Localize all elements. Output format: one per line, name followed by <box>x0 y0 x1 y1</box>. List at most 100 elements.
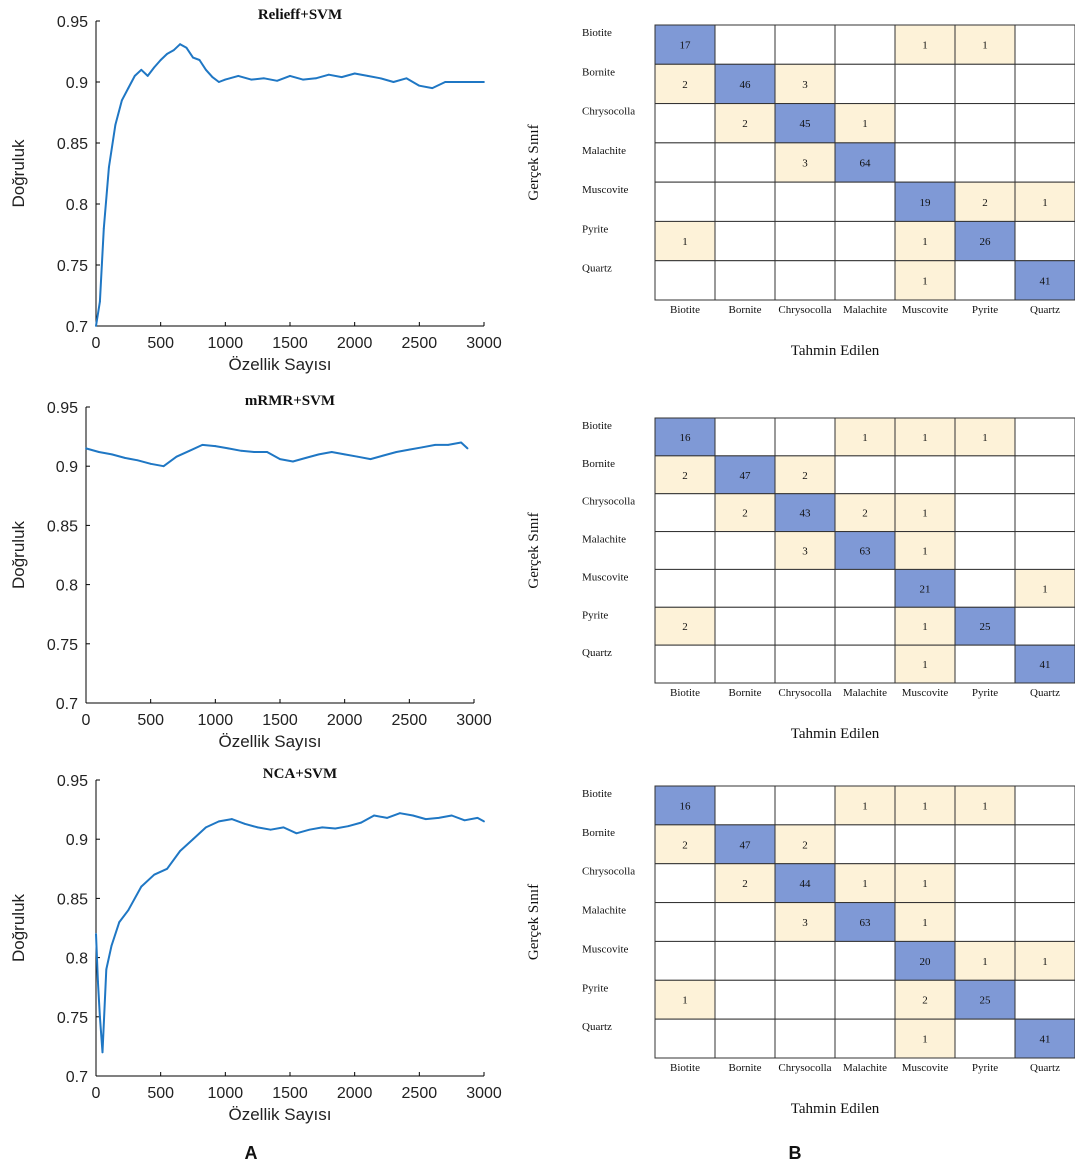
matrix-cell <box>774 902 836 942</box>
cell-value: 17 <box>680 40 692 52</box>
data-point <box>149 462 152 465</box>
data-point <box>330 451 333 453</box>
data-point <box>282 826 285 829</box>
data-point <box>457 81 460 83</box>
cell-value: 21 <box>920 583 931 595</box>
matrix-cell <box>954 644 1016 684</box>
cell-value: 2 <box>802 470 808 482</box>
column-label: Malachite <box>843 304 887 316</box>
cell-value: 1 <box>922 275 928 287</box>
matrix-cell <box>834 863 896 904</box>
x-axis-label: Tahmin Edilen <box>791 343 880 359</box>
matrix-cell <box>954 979 1016 1020</box>
cell-value: 1 <box>862 878 868 890</box>
matrix-cell <box>774 644 836 684</box>
cell-value: 1 <box>982 800 988 812</box>
row-label: Malachite <box>582 534 626 546</box>
data-point <box>227 447 230 450</box>
matrix-cell <box>714 63 776 105</box>
y-tick-label: 0.85 <box>47 518 78 535</box>
cell-value: 41 <box>1040 275 1051 287</box>
cell-value: 16 <box>680 432 692 444</box>
cell-value: 2 <box>682 79 688 91</box>
column-label: Muscovite <box>902 687 949 699</box>
column-label: Malachite <box>843 1062 887 1074</box>
data-point <box>162 465 165 468</box>
data-point <box>382 454 385 457</box>
data-point <box>317 453 320 456</box>
matrix-cell <box>714 24 776 65</box>
data-point <box>321 826 324 829</box>
cell-value: 47 <box>740 839 752 851</box>
data-point <box>366 75 369 77</box>
x-tick-label: 2500 <box>392 712 428 729</box>
data-point <box>334 827 337 830</box>
cell-value: 1 <box>922 878 928 890</box>
cell-value: 1 <box>922 659 928 671</box>
data-point <box>237 75 240 77</box>
data-point <box>327 73 330 76</box>
data-point <box>211 76 214 79</box>
row-label: Quartz <box>582 1021 612 1033</box>
data-point <box>450 814 453 817</box>
matrix-cell <box>774 103 836 144</box>
data-point <box>405 77 408 80</box>
matrix-cell <box>714 979 776 1020</box>
column-label: Malachite <box>843 687 887 699</box>
data-point <box>192 838 194 841</box>
series-line <box>95 43 484 327</box>
matrix-cell <box>834 824 896 865</box>
matrix-cell <box>654 103 716 144</box>
matrix-cell <box>834 455 896 495</box>
x-tick-label: 500 <box>147 1085 174 1102</box>
row-label: Biotite <box>582 788 612 800</box>
matrix-cell <box>954 940 1016 981</box>
matrix-cell <box>954 863 1016 904</box>
cell-value: 25 <box>980 995 992 1007</box>
data-point <box>179 850 181 852</box>
column-label: Pyrite <box>972 304 998 316</box>
matrix-cell <box>894 940 956 981</box>
matrix-cell <box>714 644 776 684</box>
column-label: Chrysocolla <box>778 1062 831 1074</box>
data-point <box>101 1051 104 1054</box>
matrix-cell <box>894 979 956 1020</box>
matrix-cell <box>894 260 956 301</box>
x-tick-label: 0 <box>82 712 91 729</box>
data-point <box>175 455 178 458</box>
cell-value: 1 <box>682 995 688 1007</box>
data-point <box>224 78 227 81</box>
data-point <box>123 457 126 459</box>
x-tick-label: 1000 <box>198 712 234 729</box>
panel-label-a: A <box>245 1143 258 1163</box>
x-tick-label: 2000 <box>327 712 363 729</box>
cell-value: 3 <box>802 917 808 929</box>
data-point <box>127 87 130 89</box>
y-axis-label: Doğruluk <box>9 139 28 208</box>
column-label: Muscovite <box>902 1062 949 1074</box>
matrix-cell <box>834 940 896 981</box>
y-tick-label: 0.95 <box>57 773 88 790</box>
matrix-cell <box>894 644 956 684</box>
column-label: Biotite <box>670 1062 700 1074</box>
cell-value: 41 <box>1040 1034 1051 1046</box>
data-point <box>476 816 479 819</box>
cell-value: 1 <box>922 800 928 812</box>
data-point <box>466 447 469 450</box>
data-point <box>411 814 414 817</box>
row-label: Chrysocolla <box>582 866 635 878</box>
cell-value: 2 <box>682 470 688 482</box>
data-point <box>356 455 359 458</box>
y-tick-label: 0.9 <box>66 832 88 849</box>
matrix-cell <box>654 902 716 942</box>
data-point <box>289 75 291 77</box>
data-point <box>434 443 437 446</box>
data-point <box>146 75 149 77</box>
matrix-cell <box>834 24 896 65</box>
matrix-cell <box>714 493 776 533</box>
matrix-cell <box>714 940 776 981</box>
y-tick-label: 0.9 <box>66 75 88 92</box>
matrix-cell <box>954 493 1016 533</box>
matrix-cell <box>774 455 836 495</box>
matrix-cell <box>894 417 956 457</box>
